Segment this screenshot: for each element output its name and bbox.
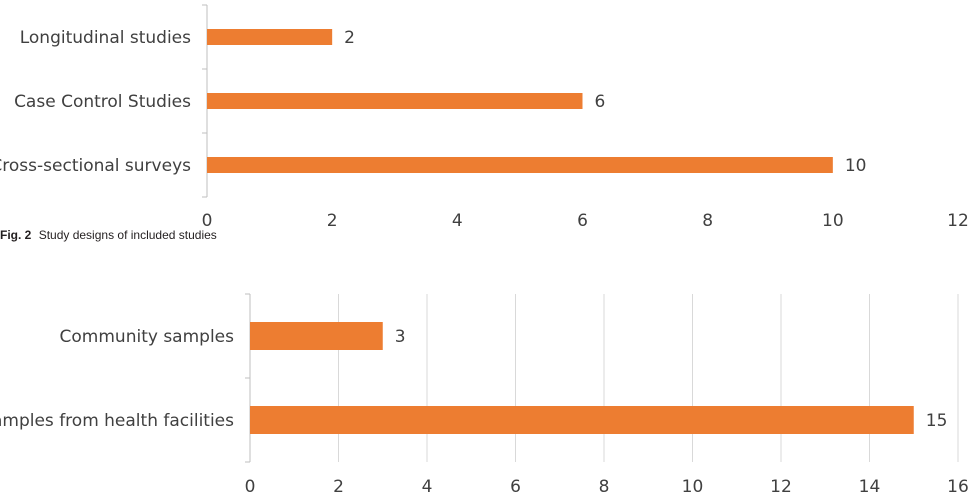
x-tick-label: 8 (599, 477, 610, 496)
figure-caption: Fig. 2 Study designs of included studies (0, 228, 217, 242)
data-label: 2 (344, 28, 355, 48)
bar-samples-from-health-facilities (250, 406, 914, 434)
x-tick-label: 16 (947, 477, 968, 496)
data-label: 10 (845, 156, 867, 176)
category-label: Cross-sectional surveys (0, 156, 191, 176)
x-tick-label: 10 (682, 477, 704, 496)
chart-sample-sources: Community samples 3 Samples from health fa… (0, 293, 968, 496)
x-tick-label: 0 (202, 211, 213, 231)
category-label: Samples from health facilities (0, 411, 234, 431)
figure-caption-text: Study designs of included studies (38, 228, 217, 242)
x-tick-label: 12 (770, 477, 792, 496)
data-label: 3 (395, 327, 406, 347)
x-tick-label: 6 (510, 477, 521, 496)
x-tick-label: 14 (859, 477, 881, 496)
x-tick-label: 12 (947, 211, 968, 231)
x-tick-label: 4 (422, 477, 433, 496)
bar-cross-sectional-surveys (207, 157, 833, 173)
x-tick-label: 2 (333, 477, 344, 496)
bar-community-samples (250, 322, 383, 350)
x-tick-label: 10 (822, 211, 844, 231)
category-label: Community samples (60, 327, 235, 347)
figure-caption-label: Fig. 2 (0, 228, 32, 242)
category-label: Longitudinal studies (20, 28, 191, 48)
x-tick-label: 8 (702, 211, 713, 231)
x-tick-label: 2 (327, 211, 338, 231)
category-label: Case Control Studies (14, 92, 191, 112)
chart-study-designs: Longitudinal studies 2 Case Control Studie… (0, 4, 968, 231)
bar-case-control-studies (207, 93, 583, 109)
x-tick-label: 6 (577, 211, 588, 231)
x-tick-label: 4 (452, 211, 463, 231)
data-label: 6 (595, 92, 606, 112)
data-label: 15 (926, 411, 948, 431)
bar-longitudinal-studies (207, 29, 333, 45)
x-tick-label: 0 (245, 477, 256, 496)
